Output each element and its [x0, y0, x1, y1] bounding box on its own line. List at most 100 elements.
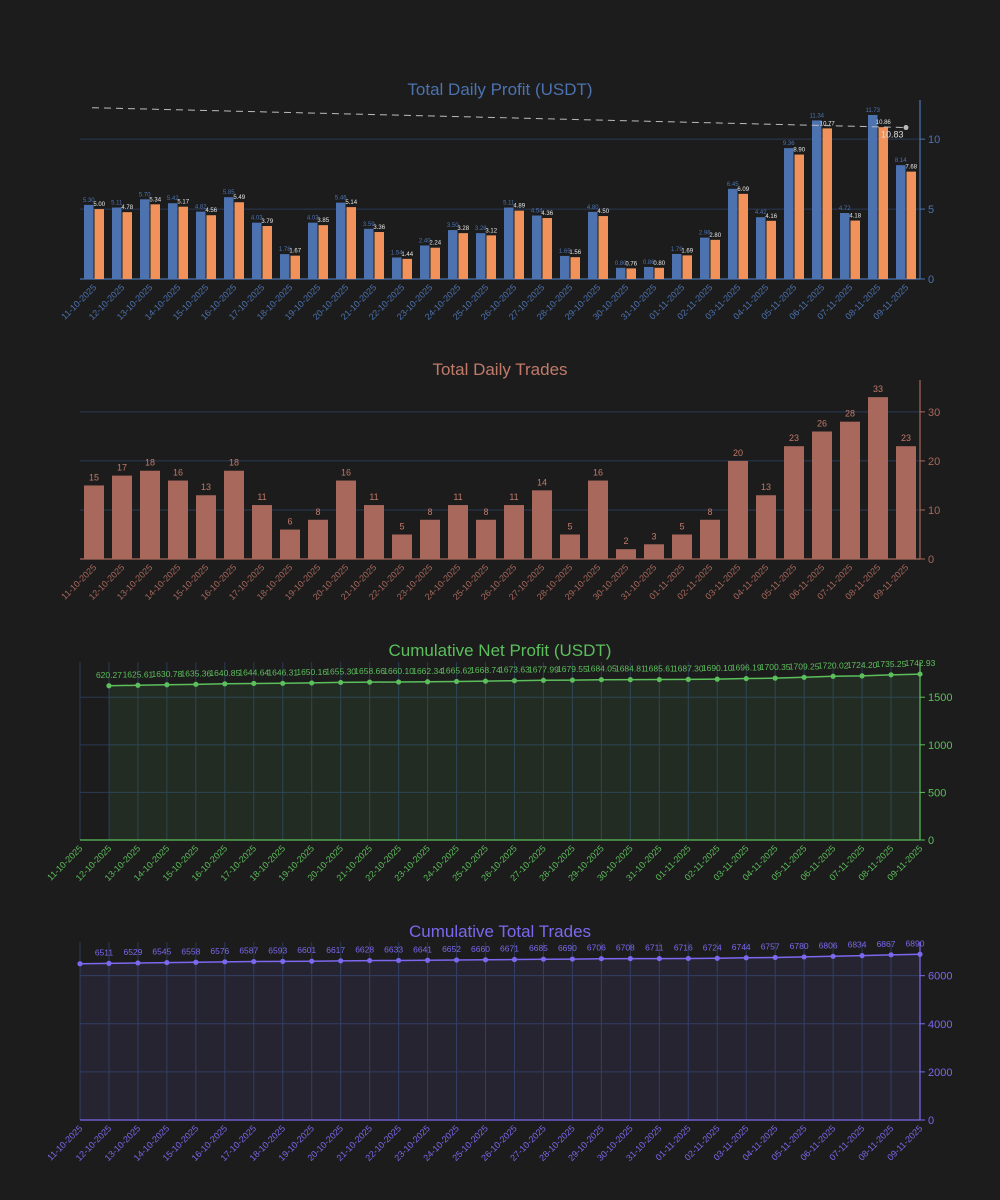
value-label: 6708: [616, 943, 635, 953]
data-point: [193, 681, 199, 687]
trades-bar: [140, 470, 160, 559]
value-label: 6706: [587, 943, 606, 953]
value-label: 6641: [413, 944, 432, 954]
gross-profit-value-label: 2.40: [419, 238, 431, 244]
value-label: 6780: [790, 941, 809, 951]
gross-profit-bar: [616, 267, 626, 279]
trades-bar: [280, 529, 300, 559]
trades-value-label: 15: [89, 472, 99, 482]
value-label: 620.27: [96, 670, 122, 680]
gross-profit-bar: [588, 211, 598, 279]
net-profit-bar: [346, 207, 356, 279]
gross-profit-value-label: 5.85: [223, 190, 235, 196]
trades-bar: [896, 446, 916, 559]
net-profit-value-label: 4.16: [765, 214, 777, 220]
data-point: [569, 956, 576, 962]
trades-value-label: 5: [679, 521, 684, 531]
trades-bar: [840, 421, 860, 559]
net-profit-value-label: 3.12: [485, 228, 497, 234]
value-label: 1700.35: [760, 662, 791, 672]
data-point: [888, 672, 894, 678]
net-profit-bar: [794, 154, 804, 279]
net-profit-value-label: 5.49: [233, 195, 245, 201]
y-tick-label: 1000: [928, 740, 952, 752]
net-profit-value-label: 3.79: [261, 219, 273, 225]
value-label: 1644.64: [238, 667, 269, 677]
gross-profit-value-label: 0.80: [615, 261, 627, 267]
y-tick-label: 4000: [928, 1019, 952, 1031]
trades-value-label: 11: [257, 492, 266, 502]
net-profit-value-label: 5.14: [345, 200, 357, 206]
gross-profit-value-label: 5.11: [111, 201, 123, 207]
trades-bar: [168, 480, 188, 559]
value-label: 6601: [297, 945, 316, 955]
value-label: 6545: [152, 947, 171, 957]
data-point: [743, 955, 749, 961]
value-label: 1735.25: [876, 659, 907, 669]
trades-value-label: 18: [229, 458, 239, 468]
trades-value-label: 8: [707, 507, 712, 517]
value-label: 1646.31: [267, 667, 298, 677]
value-label: 6633: [384, 944, 403, 954]
gross-profit-value-label: 4.72: [839, 206, 851, 212]
gross-profit-bar: [84, 204, 94, 279]
gross-profit-value-label: 9.36: [783, 141, 795, 147]
net-profit-value-label: 1.69: [681, 248, 693, 254]
data-point: [251, 680, 257, 687]
value-label: 1655.30: [325, 666, 356, 676]
data-point: [164, 959, 170, 966]
data-point: [193, 959, 199, 965]
net-profit-bar: [262, 225, 272, 279]
trades-bar: [756, 495, 776, 559]
data-point: [106, 960, 112, 966]
gross-profit-bar: [812, 120, 822, 279]
net-profit-value-label: 3.36: [373, 225, 385, 231]
trades-bar: [672, 534, 692, 559]
gross-profit-value-label: 4.82: [195, 205, 207, 211]
net-profit-value-label: 4.56: [205, 208, 217, 214]
net-profit-value-label: 1.56: [569, 250, 581, 256]
value-label: 6617: [326, 945, 345, 955]
value-label: 6711: [645, 943, 664, 953]
net-profit-bar: [514, 210, 524, 279]
data-point: [714, 676, 720, 682]
gross-profit-value-label: 3.59: [363, 222, 375, 228]
net-profit-bar: [94, 209, 104, 279]
area-fill: [80, 954, 920, 1120]
data-point: [627, 956, 633, 962]
value-label: 6671: [500, 944, 519, 954]
gross-profit-bar: [392, 257, 402, 279]
trades-bar: [392, 534, 412, 559]
data-point: [482, 678, 489, 684]
gross-profit-bar: [308, 222, 318, 279]
value-label: 6890: [906, 938, 925, 948]
gross-profit-bar: [700, 237, 710, 279]
gross-profit-value-label: 5.30: [83, 198, 95, 204]
trades-value-label: 26: [817, 418, 827, 428]
daily-trades-title: Total Daily Trades: [432, 360, 567, 379]
trades-value-label: 28: [845, 409, 855, 419]
value-label: 1658.66: [354, 666, 385, 676]
cumulative-profit-title: Cumulative Net Profit (USDT): [389, 641, 612, 660]
trades-value-label: 8: [483, 507, 488, 517]
trades-value-label: 5: [567, 521, 572, 531]
value-label: 6558: [181, 946, 200, 956]
value-label: 1625.61: [123, 669, 154, 679]
data-point: [656, 676, 662, 683]
gross-profit-value-label: 11.34: [809, 113, 824, 119]
net-profit-value-label: 4.18: [849, 214, 861, 220]
net-profit-bar: [290, 255, 300, 279]
net-profit-value-label: 4.50: [597, 209, 609, 215]
gross-profit-bar: [420, 245, 430, 279]
trades-value-label: 8: [315, 507, 320, 517]
net-profit-value-label: 0.76: [625, 261, 637, 267]
trades-bar: [84, 485, 104, 559]
data-point: [569, 677, 576, 683]
value-label: 6628: [355, 945, 374, 955]
data-point: [222, 681, 228, 687]
net-profit-bar: [598, 216, 608, 279]
trades-bar: [364, 505, 384, 559]
trades-bar: [504, 505, 524, 559]
data-point: [598, 956, 604, 962]
net-profit-bar: [122, 212, 132, 279]
